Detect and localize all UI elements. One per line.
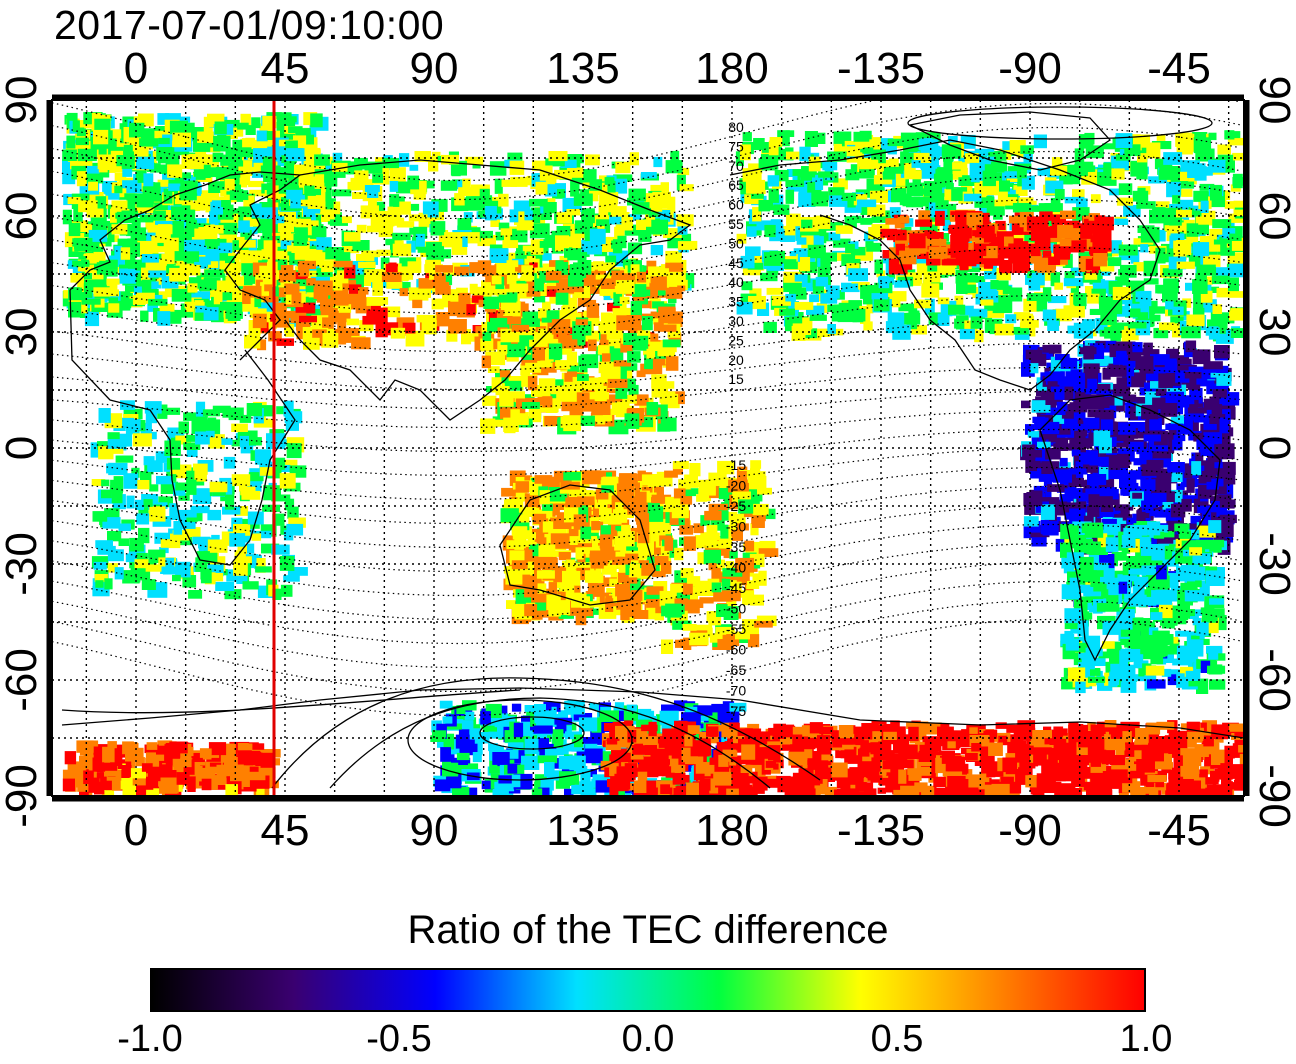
colorbar	[150, 968, 1146, 1012]
contour-label: 35	[728, 294, 744, 310]
colorbar-tick: 0.0	[621, 1018, 675, 1060]
coastline-south-america	[1039, 394, 1221, 662]
contour-label: -65	[726, 662, 746, 678]
right-lat-tick: 60	[1250, 191, 1296, 241]
colorbar-tick: -1.0	[117, 1018, 183, 1060]
contour-label: -50	[726, 601, 746, 617]
contour-label: 55	[728, 216, 744, 232]
bottom-lon-tick: -45	[1147, 806, 1211, 855]
right-lat-tick: -60	[1250, 648, 1296, 712]
right-lat-tick: -90	[1250, 764, 1296, 828]
top-lon-tick: 135	[546, 44, 620, 93]
contour-label: 65	[728, 177, 744, 193]
contour-label: 60	[728, 197, 744, 213]
contour-label: -60	[726, 642, 746, 658]
left-lat-tick: 0	[0, 435, 46, 461]
map-frame	[51, 99, 1245, 797]
contour-label: -70	[726, 683, 746, 699]
right-lat-tick: 0	[1250, 435, 1296, 461]
timestamp: 2017-07-01/09:10:00	[54, 2, 445, 48]
left-lat-tick: 30	[0, 307, 46, 357]
colorbar-tick: 1.0	[1119, 1018, 1173, 1060]
contour-label: -25	[726, 498, 746, 514]
coastline-africa	[69, 289, 296, 566]
contour-label: 75	[728, 138, 744, 154]
bottom-lon-tick: -90	[998, 806, 1062, 855]
contour-label: 70	[728, 158, 744, 174]
colorbar-tick: -0.5	[366, 1018, 432, 1060]
bottom-lon-tick: 180	[695, 806, 769, 855]
contour-label: 45	[728, 255, 744, 271]
contour-label: 20	[728, 352, 744, 368]
top-lon-tick: 180	[695, 44, 769, 93]
coastline-greenland	[908, 111, 1111, 171]
left-lat-tick: -90	[0, 764, 46, 828]
contour-label: -35	[726, 539, 746, 555]
coastline-asia	[284, 159, 692, 421]
right-lat-tick: 30	[1250, 307, 1296, 357]
top-lon-tick: -135	[836, 44, 926, 93]
colorbar-title: Ratio of the TEC difference	[407, 908, 889, 952]
bottom-lon-tick: 135	[546, 806, 620, 855]
top-lon-tick: 45	[260, 44, 310, 93]
left-lat-tick: -60	[0, 648, 46, 712]
contour-label: -30	[726, 519, 746, 535]
contour-label: -40	[726, 560, 746, 576]
top-lon-tick: -45	[1147, 44, 1211, 93]
contour-label: -75	[726, 703, 746, 719]
contour-label: -15	[726, 457, 746, 473]
bottom-lon-tick: -135	[836, 806, 926, 855]
contour-label: 40	[728, 274, 744, 290]
contour-label: 15	[728, 371, 744, 387]
right-lat-tick: 90	[1250, 75, 1296, 125]
bottom-lon-tick: 0	[123, 806, 149, 855]
contour-label: -55	[726, 621, 746, 637]
top-lon-tick: -90	[998, 44, 1062, 93]
left-lat-tick: 90	[0, 75, 46, 125]
bottom-lon-tick: 45	[260, 806, 310, 855]
contour-label: 80	[728, 119, 744, 135]
coastline-australia	[499, 484, 656, 606]
bottom-lon-tick: 90	[409, 806, 459, 855]
left-lat-tick: 60	[0, 191, 46, 241]
contour-label: -45	[726, 580, 746, 596]
contour-label: 30	[728, 313, 744, 329]
right-lat-tick: -30	[1250, 532, 1296, 596]
left-lat-tick: -30	[0, 532, 46, 596]
contour-label: -20	[726, 478, 746, 494]
top-lon-tick: 0	[123, 44, 149, 93]
contour-label: 25	[728, 332, 744, 348]
top-lon-tick: 90	[409, 44, 459, 93]
contour-label: 50	[728, 235, 744, 251]
colorbar-tick: 0.5	[870, 1018, 924, 1060]
coastline-north-america	[729, 139, 1161, 391]
